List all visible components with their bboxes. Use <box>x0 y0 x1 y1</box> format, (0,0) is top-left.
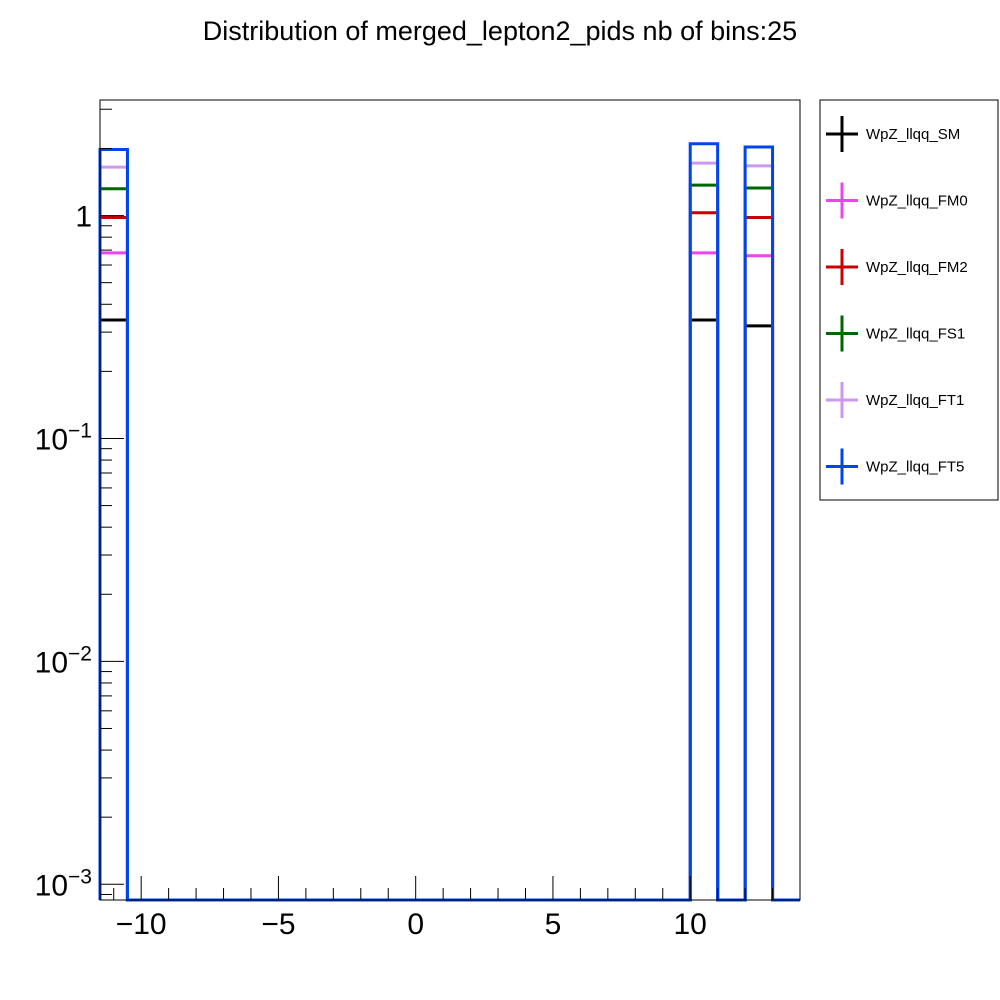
legend-label: WpZ_llqq_SM <box>866 126 960 143</box>
series-lines <box>98 142 800 902</box>
series-line-4 <box>98 161 800 902</box>
x-tick-label: 5 <box>545 908 562 941</box>
legend-label: WpZ_llqq_FM2 <box>866 259 968 276</box>
series-line-1 <box>98 251 800 902</box>
y-tick-label: 10−2 <box>35 642 92 679</box>
legend-label: WpZ_llqq_FS1 <box>866 326 965 343</box>
legend-label: WpZ_llqq_FM0 <box>866 193 968 210</box>
x-tick-label: 10 <box>674 908 707 941</box>
series-line-3 <box>98 183 800 902</box>
series-line-2 <box>98 211 800 902</box>
series-line-5 <box>98 142 800 902</box>
plot-frame <box>99 99 801 901</box>
x-axis: −10 −5 0 5 10 <box>113 876 801 941</box>
series-line-0 <box>98 318 800 902</box>
x-tick-label: −5 <box>261 908 295 941</box>
legend-label: WpZ_llqq_FT5 <box>866 459 964 476</box>
chart-title: Distribution of merged_lepton2_pids nb o… <box>202 16 798 46</box>
legend-box <box>819 99 999 501</box>
y-tick-label: 1 <box>75 201 92 234</box>
y-tick-label: 10−1 <box>35 419 92 456</box>
legend: WpZ_llqq_SM WpZ_llqq_FM0 WpZ_llqq_FM2 WpZ_l… <box>819 99 999 501</box>
y-axis: 1 10−1 10−2 10−3 <box>35 108 124 902</box>
x-tick-label: −10 <box>116 908 167 941</box>
x-tick-label: 0 <box>407 908 424 941</box>
legend-label: WpZ_llqq_FT1 <box>866 392 964 409</box>
y-tick-label: 10−3 <box>35 865 92 902</box>
